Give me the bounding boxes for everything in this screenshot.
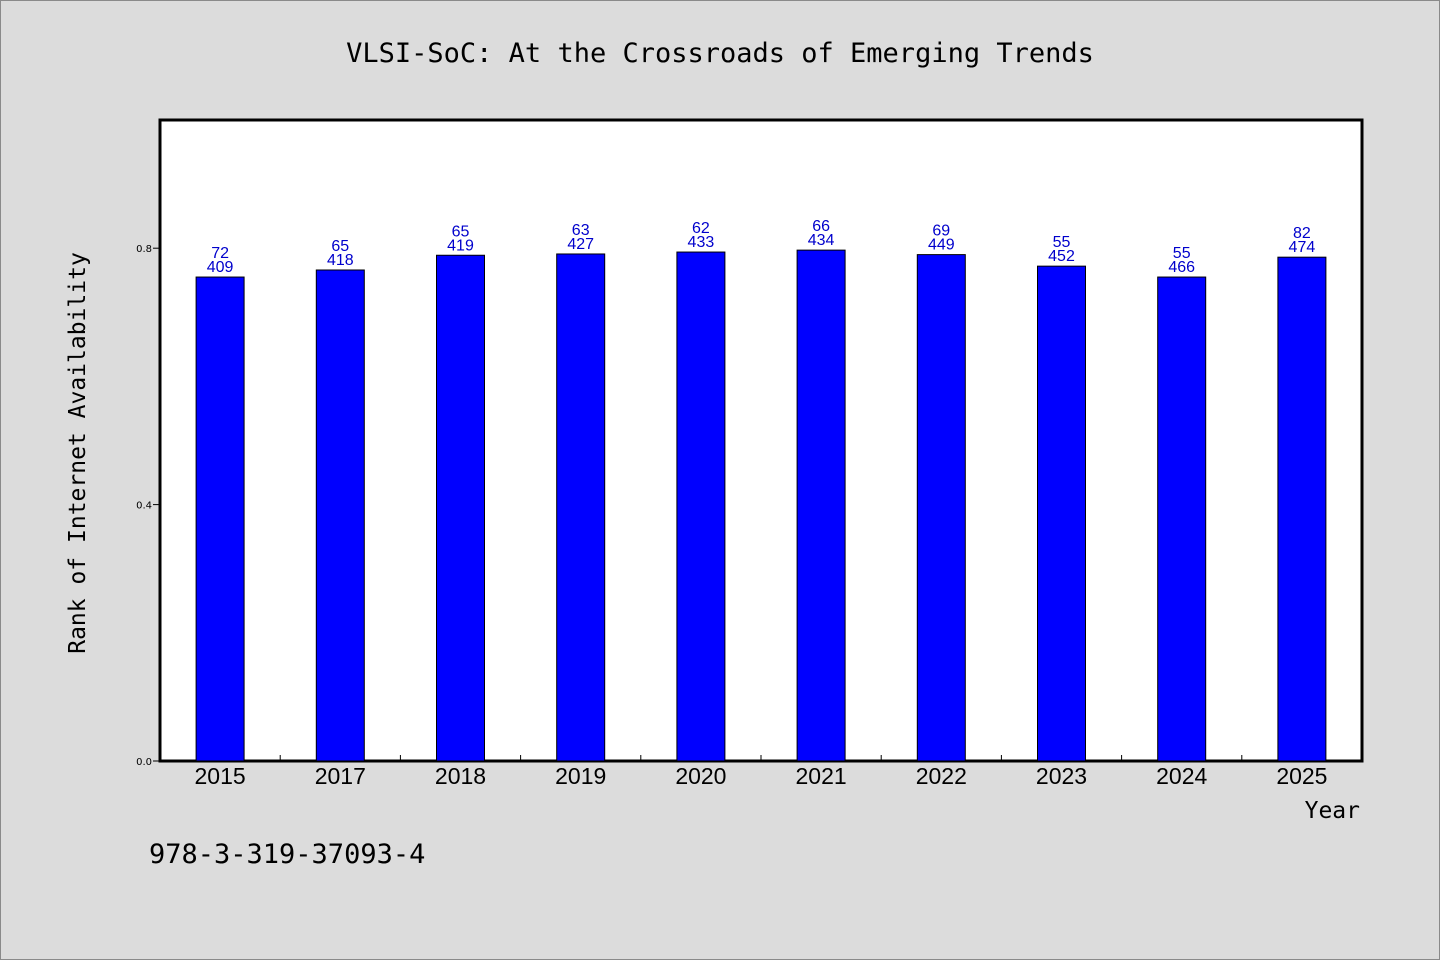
data-label-bottom: 419 bbox=[447, 237, 474, 254]
data-label-top: 65 bbox=[331, 238, 349, 255]
data-label-bottom: 427 bbox=[567, 236, 594, 253]
bar bbox=[436, 254, 485, 762]
x-axis-label: Year bbox=[1305, 798, 1360, 824]
x-tick-label: 2024 bbox=[1156, 763, 1207, 789]
x-tick-label: 2025 bbox=[1276, 763, 1327, 789]
data-label-bottom: 409 bbox=[207, 259, 234, 276]
data-label-top: 65 bbox=[452, 223, 470, 240]
data-label-bottom: 449 bbox=[928, 237, 955, 254]
bar bbox=[916, 254, 966, 762]
y-tick-label: 0.0 bbox=[136, 757, 152, 768]
data-label-top: 72 bbox=[211, 245, 229, 262]
x-tick-labels: 2015 2017 2018 2019 2020 2021 2022 2023 2024 2025 bbox=[195, 763, 1328, 789]
data-label-bottom: 418 bbox=[327, 252, 354, 269]
x-axis-ticks bbox=[279, 755, 1243, 761]
x-tick-label: 2018 bbox=[435, 763, 486, 789]
chart-title: VLSI-SoC: At the Crossroads of Emerging … bbox=[346, 38, 1094, 69]
x-tick-label: 2015 bbox=[195, 763, 246, 789]
data-label-top: 66 bbox=[812, 218, 830, 235]
data-label-bottom: 433 bbox=[688, 234, 715, 251]
data-label-top: 63 bbox=[572, 222, 590, 239]
x-tick-label: 2022 bbox=[916, 763, 967, 789]
bar bbox=[556, 253, 606, 762]
x-tick-label: 2017 bbox=[315, 763, 366, 789]
bars bbox=[195, 249, 1327, 762]
data-label-top: 62 bbox=[692, 220, 710, 237]
data-label-bottom: 466 bbox=[1168, 259, 1195, 276]
isbn-label: 978-3-319-37093-4 bbox=[149, 839, 425, 870]
bar bbox=[195, 276, 245, 762]
bar bbox=[1277, 256, 1327, 762]
bar bbox=[676, 251, 726, 762]
data-label-top: 82 bbox=[1293, 225, 1311, 242]
bar bbox=[1037, 265, 1086, 762]
bar bbox=[1157, 276, 1207, 762]
bar bbox=[315, 269, 365, 762]
y-axis-label: Rank of Internet Availability bbox=[65, 252, 91, 654]
data-label-top: 69 bbox=[932, 223, 950, 240]
y-tick-label: 0.4 bbox=[136, 501, 152, 512]
x-tick-label: 2019 bbox=[555, 763, 606, 789]
data-label-top: 55 bbox=[1173, 245, 1191, 262]
x-tick-label: 2023 bbox=[1036, 763, 1087, 789]
x-tick-label: 2021 bbox=[796, 763, 847, 789]
data-label-top: 55 bbox=[1053, 234, 1071, 251]
data-label-bottom: 434 bbox=[808, 232, 835, 249]
y-axis-ticks: 0.0 0.4 0.8 bbox=[136, 244, 160, 768]
data-label-bottom: 452 bbox=[1048, 248, 1075, 265]
data-label-bottom: 474 bbox=[1289, 239, 1316, 256]
bar bbox=[796, 249, 846, 762]
x-tick-label: 2020 bbox=[675, 763, 726, 789]
y-tick-label: 0.8 bbox=[136, 244, 152, 255]
